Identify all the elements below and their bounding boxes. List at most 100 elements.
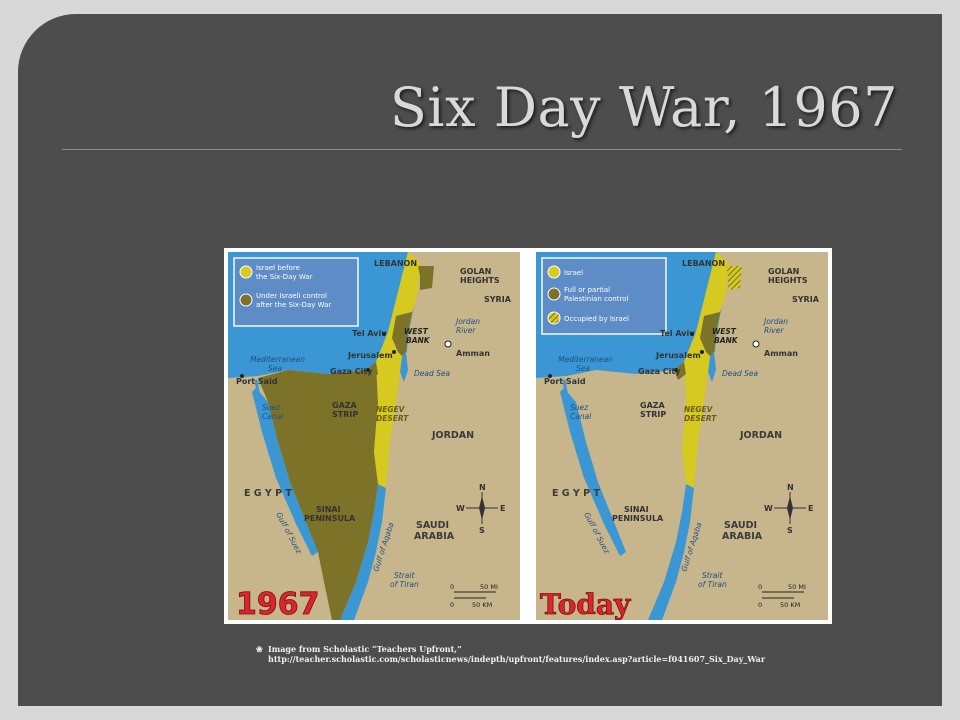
label-sinai: SINAI: [624, 505, 649, 514]
legend-today-label-2b: Palestinian control: [564, 295, 628, 303]
label-med-sea: Mediterranean: [558, 355, 613, 364]
label-suez: Suez: [262, 403, 281, 412]
label-port-said: Port Said: [544, 377, 586, 386]
label-golan: GOLAN: [768, 267, 799, 276]
label-syria: SYRIA: [484, 295, 512, 304]
label-jordan: JORDAN: [431, 430, 474, 441]
capital-icon-amman: [444, 340, 452, 348]
title-divider: [62, 149, 902, 150]
legend-swatch-occupied: [239, 293, 253, 307]
map-today: Israel Full or partial Palestinian contr…: [534, 252, 828, 620]
label-med-sea-2: Sea: [268, 364, 282, 373]
caption-url[interactable]: http://teacher.scholastic.com/scholastic…: [268, 654, 766, 664]
legend-today: Israel Full or partial Palestinian contr…: [541, 257, 667, 335]
city-dot-port-said: [548, 374, 552, 378]
label-amman: Amman: [456, 349, 490, 358]
label-tiran: of Tiran: [390, 580, 419, 589]
label-negev: NEGEV: [376, 405, 406, 414]
map-1967: Israel before the Six-Day War Under Isra…: [228, 252, 522, 620]
svg-text:E: E: [500, 504, 505, 513]
city-dot-port-said: [240, 374, 244, 378]
label-heights: HEIGHTS: [768, 276, 808, 285]
label-jordan-river-2: River: [456, 326, 476, 335]
label-egypt: E G Y P T: [552, 488, 600, 499]
svg-text:50 KM: 50 KM: [472, 601, 492, 609]
city-dot-tel-aviv: [382, 332, 386, 336]
svg-text:E: E: [808, 504, 813, 513]
svg-text:0: 0: [758, 583, 762, 591]
svg-text:S: S: [479, 526, 485, 535]
label-egypt: E G Y P T: [244, 488, 292, 499]
scale-bar: 0 50 MI 0 50 KM: [450, 583, 498, 609]
legend-swatch-occupied-hatched: [547, 311, 561, 325]
label-sinai: SINAI: [316, 505, 341, 514]
year-label-today: Today: [540, 588, 631, 620]
label-heights: HEIGHTS: [460, 276, 500, 285]
label-negev-2: DESERT: [684, 414, 717, 423]
label-jordan-river-2: River: [764, 326, 784, 335]
svg-text:N: N: [479, 483, 486, 492]
svg-text:W: W: [764, 504, 773, 513]
svg-text:0: 0: [450, 601, 454, 609]
legend-label-1b: the Six-Day War: [256, 273, 313, 281]
label-gaza-strip-2: STRIP: [640, 410, 666, 419]
label-jordan-river: Jordan: [762, 317, 788, 326]
city-dot-gaza: [366, 368, 370, 372]
label-jerusalem: Jerusalem: [347, 351, 393, 360]
svg-text:S: S: [787, 526, 793, 535]
label-golan: GOLAN: [460, 267, 491, 276]
label-sinai-2: PENINSULA: [304, 514, 356, 523]
label-negev: NEGEV: [684, 405, 714, 414]
legend-today-label-3: Occupied by Israel: [564, 315, 629, 323]
label-med-sea: Mediterranean: [250, 355, 305, 364]
label-gaza-strip: GAZA: [332, 401, 358, 410]
bullet-icon: ❀: [256, 644, 263, 654]
legend-swatch-palestinian: [547, 287, 561, 301]
label-lebanon: LEBANON: [374, 259, 417, 268]
label-syria: SYRIA: [792, 295, 820, 304]
label-suez: Suez: [570, 403, 589, 412]
label-suez-2: Canal: [570, 412, 592, 421]
label-arabia: ARABIA: [414, 531, 455, 542]
compass-rose-icon: N S E W: [764, 483, 813, 535]
label-west-bank: WEST: [404, 327, 429, 336]
scale-bar: 0 50 MI 0 50 KM: [758, 583, 806, 609]
legend-today-label-1: Israel: [564, 269, 583, 277]
label-lebanon: LEBANON: [682, 259, 725, 268]
label-gaza-strip-2: STRIP: [332, 410, 358, 419]
legend-1967: Israel before the Six-Day War Under Isra…: [233, 257, 359, 327]
caption-source: Image from Scholastic “Teachers Upfront,…: [268, 644, 462, 654]
svg-text:0: 0: [450, 583, 454, 591]
label-jordan-river: Jordan: [454, 317, 480, 326]
label-strait: Strait: [702, 571, 723, 580]
label-amman: Amman: [764, 349, 798, 358]
legend-label-2b: after the Six-Day War: [256, 301, 331, 309]
label-gaza-strip: GAZA: [640, 401, 666, 410]
label-negev-2: DESERT: [376, 414, 409, 423]
legend-label-2: Under Israeli control: [256, 292, 327, 300]
label-dead-sea: Dead Sea: [722, 369, 759, 378]
label-jordan: JORDAN: [739, 430, 782, 441]
label-sinai-2: PENINSULA: [612, 514, 664, 523]
label-arabia: ARABIA: [722, 531, 763, 542]
city-dot-jerusalem: [392, 350, 396, 354]
map-svg: Israel before the Six-Day War Under Isra…: [228, 252, 828, 620]
label-west-bank-2: BANK: [714, 336, 739, 345]
svg-text:50 KM: 50 KM: [780, 601, 800, 609]
label-gaza-city: Gaza City: [638, 367, 681, 376]
legend-label-1: Israel before: [256, 264, 300, 272]
slide: Six Day War, 1967: [18, 14, 942, 706]
year-label-1967: 1967: [236, 587, 320, 620]
label-tel-aviv: Tel Aviv: [352, 329, 387, 338]
map-image: Israel before the Six-Day War Under Isra…: [224, 248, 832, 624]
legend-swatch-israel-before: [239, 265, 253, 279]
city-dot-tel-aviv: [690, 332, 694, 336]
slide-title: Six Day War, 1967: [389, 76, 898, 139]
label-med-sea-2: Sea: [576, 364, 590, 373]
label-saudi: SAUDI: [416, 520, 449, 531]
capital-icon-amman: [752, 340, 760, 348]
label-jerusalem: Jerusalem: [655, 351, 701, 360]
label-tel-aviv: Tel Aviv: [660, 329, 695, 338]
compass-rose-icon: N S E W: [456, 483, 505, 535]
label-suez-2: Canal: [262, 412, 284, 421]
